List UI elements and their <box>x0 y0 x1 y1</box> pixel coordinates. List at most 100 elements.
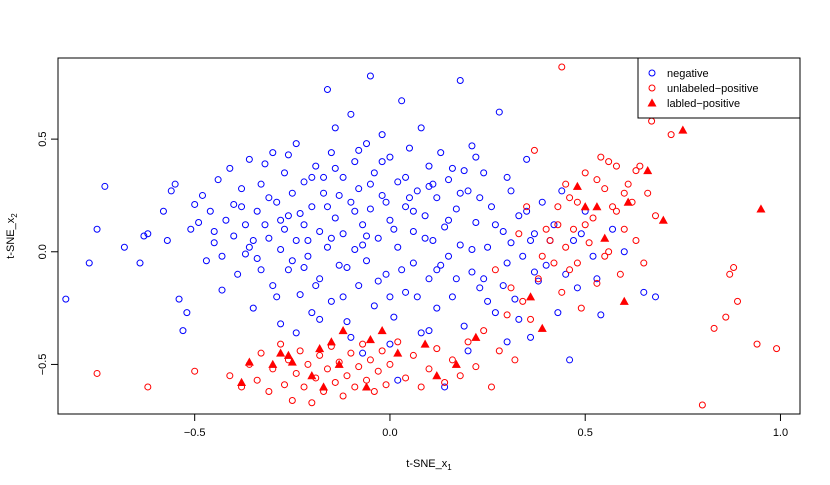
data-point <box>562 243 570 251</box>
data-point <box>144 230 152 238</box>
data-point <box>249 237 257 245</box>
data-point <box>370 387 378 395</box>
data-point <box>370 302 378 310</box>
data-point <box>377 326 387 335</box>
data-point <box>487 383 495 391</box>
data-point <box>495 108 503 116</box>
data-point <box>316 275 324 283</box>
data-point <box>167 187 175 195</box>
data-point <box>491 266 499 274</box>
y-axis-label: t-SNE_x2 <box>5 213 19 259</box>
data-point <box>421 234 429 242</box>
data-point <box>432 371 442 380</box>
data-point <box>425 182 433 190</box>
data-point <box>550 259 558 267</box>
data-point <box>378 158 386 166</box>
data-point <box>363 140 371 148</box>
data-point <box>523 203 531 211</box>
data-point <box>359 340 367 348</box>
data-point <box>558 187 566 195</box>
data-point <box>609 203 617 211</box>
data-point <box>515 212 523 220</box>
data-point <box>390 225 398 233</box>
data-point <box>441 378 449 386</box>
data-point <box>722 313 730 321</box>
data-point <box>288 189 296 197</box>
data-point <box>527 333 535 341</box>
data-point <box>464 338 472 346</box>
data-point <box>566 194 574 202</box>
data-point <box>277 246 285 254</box>
data-point <box>316 315 324 323</box>
y-tick-label: −0.5 <box>37 354 49 376</box>
data-point <box>351 383 359 391</box>
data-point <box>636 162 644 170</box>
data-point <box>577 230 585 238</box>
data-point <box>386 360 394 368</box>
data-point <box>405 194 413 202</box>
data-point <box>445 252 453 260</box>
data-point <box>605 248 613 256</box>
data-point <box>600 233 610 242</box>
data-point <box>230 232 238 240</box>
data-point <box>413 293 421 301</box>
data-point <box>519 297 527 305</box>
data-point <box>359 349 367 357</box>
data-point <box>292 329 300 337</box>
x-axis-label: t-SNE_x1 <box>406 458 452 472</box>
data-point <box>335 261 343 269</box>
data-point <box>503 311 511 319</box>
data-point <box>374 234 382 242</box>
data-point <box>300 221 308 229</box>
data-point <box>226 372 234 380</box>
data-point <box>593 279 601 287</box>
data-point <box>281 225 289 233</box>
series-0 <box>62 72 660 391</box>
data-point <box>456 77 464 85</box>
data-point <box>756 204 766 213</box>
data-point <box>374 277 382 285</box>
data-point <box>472 153 480 161</box>
data-point <box>281 169 289 177</box>
data-point <box>163 237 171 245</box>
data-point <box>612 207 620 215</box>
data-point <box>562 180 570 188</box>
data-point <box>296 291 304 299</box>
data-point <box>257 266 265 274</box>
data-point <box>101 182 109 190</box>
data-point <box>620 225 628 233</box>
data-point <box>265 234 273 242</box>
data-point <box>292 140 300 148</box>
data-point <box>339 293 347 301</box>
data-point <box>331 214 339 222</box>
data-point <box>253 376 261 384</box>
data-point <box>538 252 546 260</box>
legend-marker <box>647 98 657 107</box>
data-point <box>592 202 602 211</box>
data-point <box>187 225 195 233</box>
data-point <box>304 360 312 368</box>
data-point <box>464 347 472 355</box>
data-point <box>601 185 609 193</box>
data-point <box>652 293 660 301</box>
legend-label: labled−positive <box>667 98 740 110</box>
data-point <box>441 383 449 391</box>
data-point <box>198 191 206 199</box>
data-point <box>487 203 495 211</box>
data-point <box>425 365 433 373</box>
data-point <box>323 86 331 94</box>
y-tick-label: 0.5 <box>37 131 49 146</box>
data-point <box>640 288 648 296</box>
data-point <box>304 237 312 245</box>
data-point <box>452 205 460 213</box>
data-point <box>413 187 421 195</box>
data-point <box>519 252 527 260</box>
data-point <box>331 164 339 172</box>
data-point <box>569 225 577 233</box>
data-point <box>530 268 538 276</box>
data-point <box>632 167 640 175</box>
data-point <box>534 277 542 285</box>
data-point <box>542 225 550 233</box>
data-point <box>320 173 328 181</box>
data-point <box>351 207 359 215</box>
